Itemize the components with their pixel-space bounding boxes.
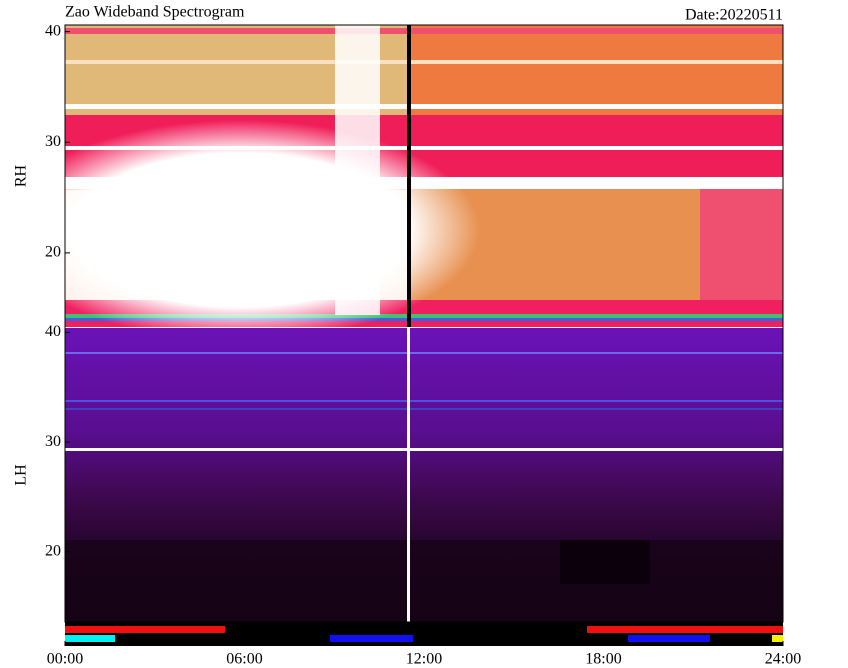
rh-spectrogram — [0, 25, 783, 340]
panel-label: LH — [13, 464, 30, 486]
date-label: Date:20220511 — [685, 7, 783, 24]
panel-label: RH — [13, 164, 30, 187]
x-tick-label: 24:00 — [765, 651, 801, 668]
y-tick-label: 40 — [45, 323, 61, 340]
x-tick-label: 18:00 — [585, 651, 621, 668]
y-tick-label: 30 — [45, 433, 61, 450]
y-tick-label: 20 — [45, 244, 61, 261]
data-gap — [407, 25, 411, 327]
chart-title: Zao Wideband Spectrogram — [65, 4, 245, 21]
y-tick-label: 20 — [45, 542, 61, 559]
x-tick-label: 12:00 — [406, 651, 442, 668]
x-tick-label: 00:00 — [47, 651, 83, 668]
x-tick-label: 06:00 — [226, 651, 262, 668]
y-tick-label: 30 — [45, 133, 61, 150]
y-tick-label: 40 — [45, 22, 61, 39]
lh-spectrogram — [65, 328, 783, 622]
panel-divider — [65, 327, 783, 328]
data-gap — [407, 328, 410, 622]
plot-frame — [64, 24, 784, 623]
